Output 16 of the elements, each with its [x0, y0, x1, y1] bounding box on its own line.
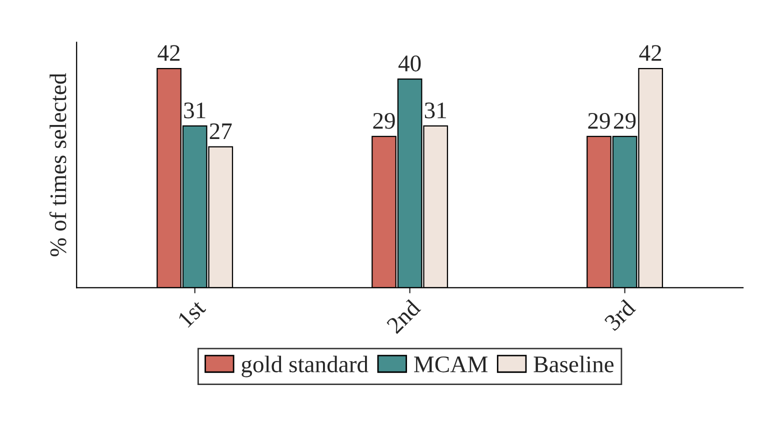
- legend-label: Baseline: [534, 356, 614, 372]
- data-label: 27: [210, 123, 232, 140]
- x-tick-label: 1st: [177, 298, 206, 328]
- data-label: 31: [184, 102, 206, 118]
- data-label: 29: [373, 112, 395, 129]
- legend-label: MCAM: [414, 356, 488, 372]
- data-label: 42: [639, 45, 662, 61]
- data-label: 31: [424, 102, 446, 118]
- data-label: 29: [614, 112, 636, 129]
- data-label: 42: [158, 45, 180, 61]
- y-axis-title: % of times selected: [49, 73, 66, 256]
- x-tick-label: 3rd: [603, 298, 636, 332]
- data-label: 29: [588, 112, 610, 129]
- data-label: 40: [398, 56, 421, 72]
- x-tick-label: 2nd: [386, 298, 422, 334]
- legend-label: gold standard: [242, 356, 368, 378]
